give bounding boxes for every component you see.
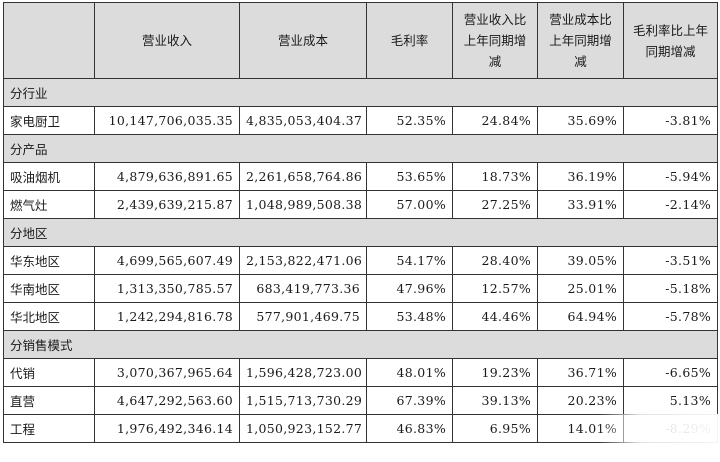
cost-change-cell: 25.01%	[537, 274, 624, 303]
margin-change-cell: -6.65%	[623, 358, 718, 387]
table-row: 华东地区 4,699,565,607.49 2,153,822,471.06 5…	[3, 246, 718, 275]
section-row: 分行业	[3, 78, 718, 107]
header-cell: 营业收入比上年同期增减	[452, 2, 538, 79]
row-label: 直营	[3, 386, 95, 415]
margin-cell: 52.35%	[366, 106, 453, 135]
revenue-cell: 4,699,565,607.49	[94, 246, 240, 275]
header-cell: 营业收入	[94, 2, 240, 79]
table-row: 燃气灶 2,439,639,215.87 1,048,989,508.38 57…	[3, 190, 718, 219]
cost-change-cell: 36.71%	[537, 358, 624, 387]
header-cell: 毛利率	[366, 2, 453, 79]
table-row: 华南地区 1,313,350,785.57 683,419,773.36 47.…	[3, 274, 718, 303]
revenue-cell: 3,070,367,965.64	[94, 358, 240, 387]
margin-change-cell: -3.51%	[623, 246, 718, 275]
header-row: 营业收入 营业成本 毛利率 营业收入比上年同期增减 营业成本比上年同期增减 毛利…	[3, 2, 718, 79]
row-label: 工程	[3, 414, 95, 443]
cost-cell: 2,261,658,764.86	[239, 162, 367, 191]
revenue-change-cell: 39.13%	[452, 386, 538, 415]
revenue-change-cell: 24.84%	[452, 106, 538, 135]
margin-change-cell: -5.78%	[623, 302, 718, 331]
row-label: 华南地区	[3, 274, 95, 303]
section-title: 分产品	[3, 134, 718, 163]
margin-change-cell: -8.29%	[623, 414, 718, 443]
table-row: 家电厨卫 10,147,706,035.35 4,835,053,404.37 …	[3, 106, 718, 135]
row-label: 燃气灶	[3, 190, 95, 219]
cost-cell: 4,835,053,404.37	[239, 106, 367, 135]
revenue-cell: 2,439,639,215.87	[94, 190, 240, 219]
section-title: 分地区	[3, 218, 718, 247]
margin-change-cell: -3.81%	[623, 106, 718, 135]
cost-change-cell: 64.94%	[537, 302, 624, 331]
revenue-change-cell: 44.46%	[452, 302, 538, 331]
financial-table: 营业收入 营业成本 毛利率 营业收入比上年同期增减 营业成本比上年同期增减 毛利…	[3, 2, 718, 443]
cost-cell: 683,419,773.36	[239, 274, 367, 303]
revenue-change-cell: 19.23%	[452, 358, 538, 387]
cost-cell: 2,153,822,471.06	[239, 246, 367, 275]
cost-cell: 1,050,923,152.77	[239, 414, 367, 443]
cost-cell: 1,596,428,723.00	[239, 358, 367, 387]
header-cell	[3, 2, 95, 79]
cost-cell: 1,048,989,508.38	[239, 190, 367, 219]
margin-cell: 57.00%	[366, 190, 453, 219]
revenue-change-cell: 12.57%	[452, 274, 538, 303]
margin-cell: 53.65%	[366, 162, 453, 191]
margin-change-cell: 5.13%	[623, 386, 718, 415]
revenue-change-cell: 6.95%	[452, 414, 538, 443]
revenue-cell: 10,147,706,035.35	[94, 106, 240, 135]
table-row: 华北地区 1,242,294,816.78 577,901,469.75 53.…	[3, 302, 718, 331]
section-row: 分销售模式	[3, 330, 718, 359]
margin-cell: 53.48%	[366, 302, 453, 331]
cost-change-cell: 36.19%	[537, 162, 624, 191]
cost-change-cell: 14.01%	[537, 414, 624, 443]
table-row: 代销 3,070,367,965.64 1,596,428,723.00 48.…	[3, 358, 718, 387]
margin-cell: 67.39%	[366, 386, 453, 415]
cost-change-cell: 39.05%	[537, 246, 624, 275]
margin-change-cell: -2.14%	[623, 190, 718, 219]
section-row: 分产品	[3, 134, 718, 163]
header-cell: 毛利率比上年同期增减	[623, 2, 718, 79]
revenue-change-cell: 27.25%	[452, 190, 538, 219]
section-title: 分行业	[3, 78, 718, 107]
cost-change-cell: 35.69%	[537, 106, 624, 135]
header-cell: 营业成本比上年同期增减	[537, 2, 624, 79]
row-label: 家电厨卫	[3, 106, 95, 135]
margin-cell: 46.83%	[366, 414, 453, 443]
row-label: 华北地区	[3, 302, 95, 331]
margin-change-cell: -5.94%	[623, 162, 718, 191]
row-label: 吸油烟机	[3, 162, 95, 191]
row-label: 代销	[3, 358, 95, 387]
margin-cell: 54.17%	[366, 246, 453, 275]
revenue-cell: 1,976,492,346.14	[94, 414, 240, 443]
margin-cell: 48.01%	[366, 358, 453, 387]
revenue-change-cell: 18.73%	[452, 162, 538, 191]
table-row: 直营 4,647,292,563.60 1,515,713,730.29 67.…	[3, 386, 718, 415]
cost-cell: 1,515,713,730.29	[239, 386, 367, 415]
cost-cell: 577,901,469.75	[239, 302, 367, 331]
table-row: 吸油烟机 4,879,636,891.65 2,261,658,764.86 5…	[3, 162, 718, 191]
revenue-cell: 1,313,350,785.57	[94, 274, 240, 303]
revenue-cell: 1,242,294,816.78	[94, 302, 240, 331]
row-label: 华东地区	[3, 246, 95, 275]
section-title: 分销售模式	[3, 330, 718, 359]
margin-cell: 47.96%	[366, 274, 453, 303]
table-row: 工程 1,976,492,346.14 1,050,923,152.77 46.…	[3, 414, 718, 443]
header-cell: 营业成本	[239, 2, 367, 79]
revenue-change-cell: 28.40%	[452, 246, 538, 275]
revenue-cell: 4,647,292,563.60	[94, 386, 240, 415]
section-row: 分地区	[3, 218, 718, 247]
cost-change-cell: 20.23%	[537, 386, 624, 415]
cost-change-cell: 33.91%	[537, 190, 624, 219]
revenue-cell: 4,879,636,891.65	[94, 162, 240, 191]
margin-change-cell: -5.18%	[623, 274, 718, 303]
